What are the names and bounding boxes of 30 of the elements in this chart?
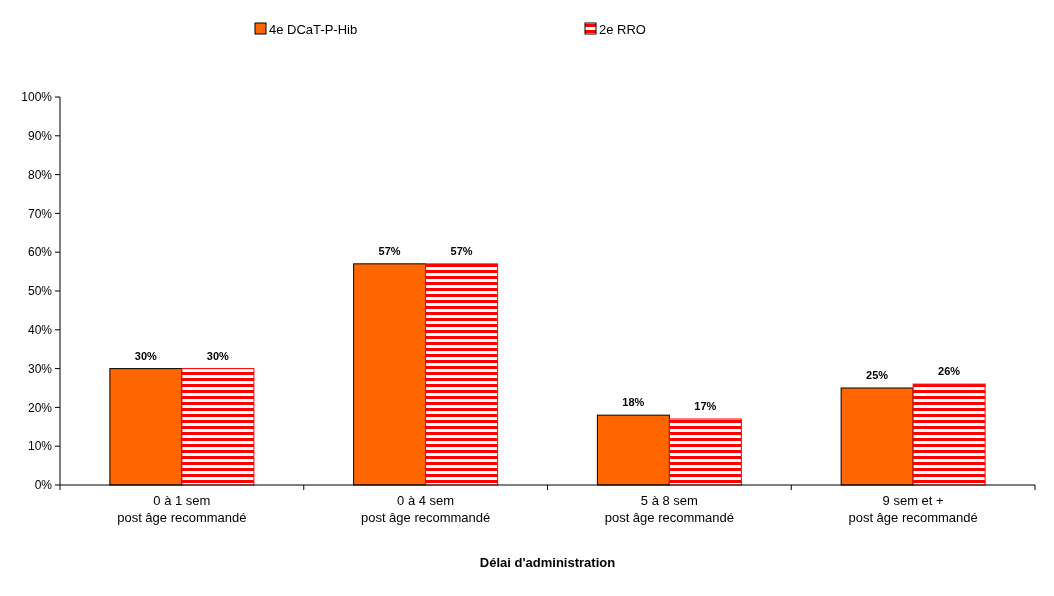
y-tick-label: 30% [27,361,53,376]
x-tick-label: 9 sem et + post âge recommandé [848,493,978,525]
legend-label: 2e RRO [599,21,646,37]
y-tick-label: 60% [27,245,53,260]
data-label: 18% [622,396,645,409]
y-tick-label: 100% [21,90,53,105]
y-tick-label: 90% [27,129,53,143]
data-label: 30% [206,349,230,362]
y-tick-label: 0% [34,478,53,493]
data-label: 57% [378,244,401,257]
bar [668,418,742,486]
data-label: 25% [866,369,889,381]
bar [912,383,986,486]
data-label: 57% [450,244,473,257]
y-tick-label: 10% [27,439,53,454]
data-label: 26% [938,365,961,378]
y-tick-label: 80% [27,167,53,182]
legend-label: 4e DCaT-P-Hib [269,21,358,37]
x-tick-label: 0 à 1 sem post âge recommandé [117,493,247,525]
bar [181,368,255,486]
x-tick-label: 5 à 8 sem post âge recommandé [604,493,735,525]
y-tick-label: 40% [27,323,53,337]
y-tick-label: 50% [27,284,53,299]
data-label: 30% [134,349,158,362]
data-label: 17% [694,400,717,413]
bar [425,263,499,486]
x-axis-title: Délai d'administration [479,555,616,570]
y-tick-label: 20% [27,400,53,415]
x-tick-label: 0 à 4 sem post âge recommandé [360,493,491,525]
y-tick-label: 70% [27,206,53,221]
